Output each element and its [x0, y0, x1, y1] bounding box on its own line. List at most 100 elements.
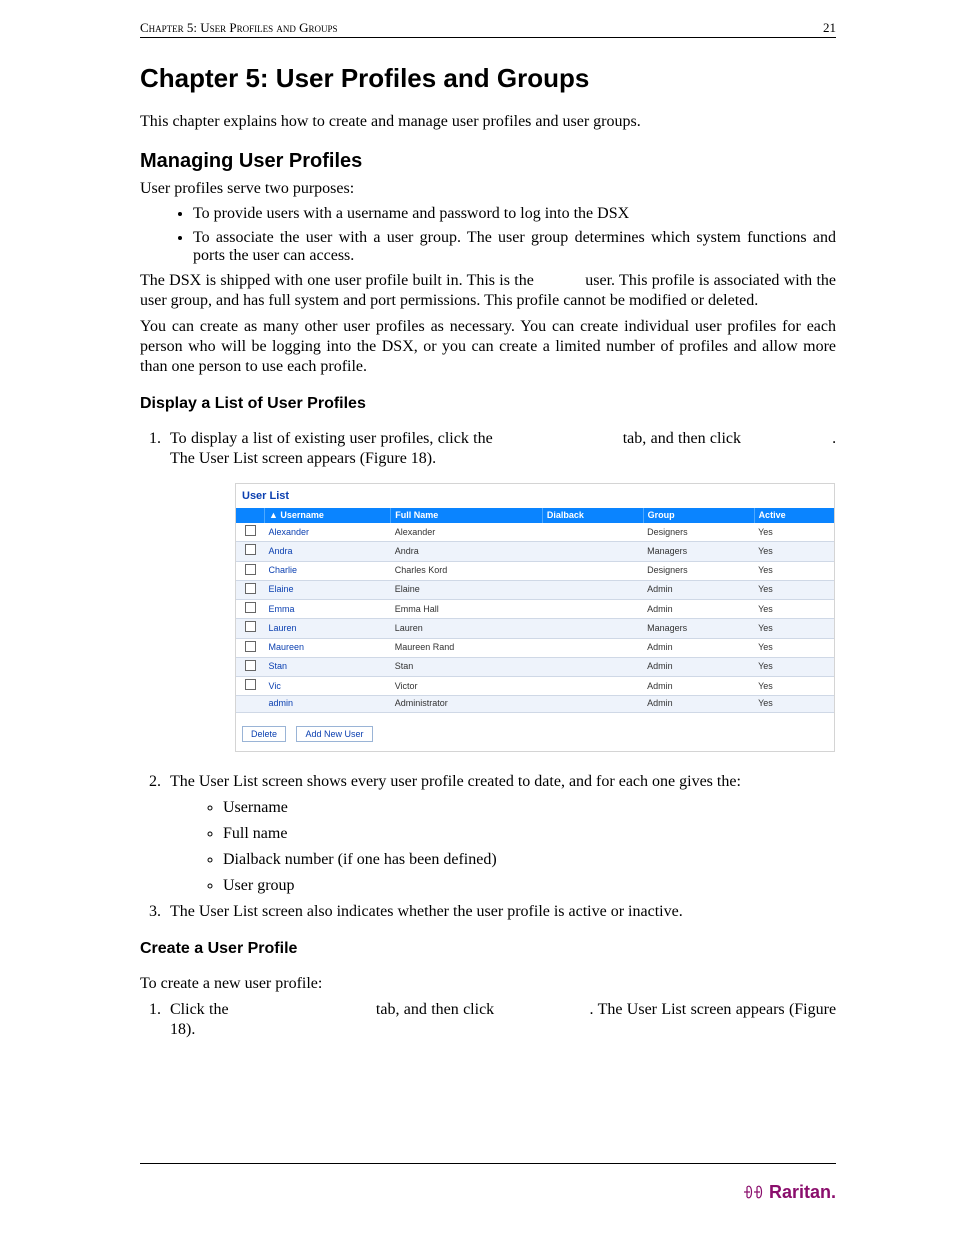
- step1-b: tab, and then click: [623, 430, 741, 447]
- row-dialback: [542, 580, 643, 599]
- row-checkbox-cell: [236, 657, 265, 676]
- delete-button[interactable]: Delete: [242, 726, 286, 742]
- row-dialback: [542, 677, 643, 696]
- row-fullname: Elaine: [391, 580, 543, 599]
- row-checkbox[interactable]: [245, 525, 256, 536]
- row-checkbox-cell: [236, 561, 265, 580]
- col-username[interactable]: ▲ Username: [265, 508, 391, 523]
- row-active: Yes: [754, 600, 834, 619]
- row-checkbox[interactable]: [245, 583, 256, 594]
- section-managing-p3: You can create as many other user profil…: [140, 317, 836, 377]
- section-managing-p2: The DSX is shipped with one user profile…: [140, 271, 836, 311]
- section-managing-title: Managing User Profiles: [140, 150, 836, 173]
- row-checkbox-cell: [236, 523, 265, 542]
- row-fullname: Emma Hall: [391, 600, 543, 619]
- row-checkbox[interactable]: [245, 621, 256, 632]
- row-dialback: [542, 523, 643, 542]
- row-active: Yes: [754, 523, 834, 542]
- row-username[interactable]: Elaine: [265, 580, 391, 599]
- row-fullname: Lauren: [391, 619, 543, 638]
- row-username[interactable]: Stan: [265, 657, 391, 676]
- row-group: Managers: [643, 619, 754, 638]
- userlist-title: User List: [236, 484, 834, 508]
- row-active: Yes: [754, 696, 834, 712]
- row-checkbox-cell: [236, 619, 265, 638]
- create-steps: Click the tab, and then click . The User…: [145, 1000, 836, 1040]
- row-active: Yes: [754, 677, 834, 696]
- row-checkbox[interactable]: [245, 641, 256, 652]
- table-row: LaurenLaurenManagersYes: [236, 619, 834, 638]
- row-checkbox[interactable]: [245, 544, 256, 555]
- row-active: Yes: [754, 542, 834, 561]
- row-dialback: [542, 600, 643, 619]
- cstep1-a: Click the: [170, 1001, 229, 1018]
- row-username[interactable]: Lauren: [265, 619, 391, 638]
- display-step-2: The User List screen shows every user pr…: [165, 772, 836, 896]
- row-username[interactable]: Emma: [265, 600, 391, 619]
- display-step-1: To display a list of existing user profi…: [165, 429, 836, 752]
- row-username[interactable]: Maureen: [265, 638, 391, 657]
- row-checkbox-cell: [236, 600, 265, 619]
- section-managing-intro: User profiles serve two purposes:: [140, 179, 836, 199]
- add-new-user-button[interactable]: Add New User: [296, 726, 372, 742]
- table-row: AndraAndraManagersYes: [236, 542, 834, 561]
- create-intro: To create a new user profile:: [140, 974, 836, 994]
- row-checkbox-cell: [236, 677, 265, 696]
- row-fullname: Victor: [391, 677, 543, 696]
- col-group[interactable]: Group: [643, 508, 754, 523]
- row-checkbox[interactable]: [245, 660, 256, 671]
- row-dialback: [542, 561, 643, 580]
- row-checkbox-cell: [236, 542, 265, 561]
- col-fullname[interactable]: Full Name: [391, 508, 543, 523]
- table-row: CharlieCharles Kord DesignersYes: [236, 561, 834, 580]
- userlist-table: ▲ Username Full Name Dialback Group Acti…: [236, 508, 834, 713]
- row-username[interactable]: Vic: [265, 677, 391, 696]
- table-row: AlexanderAlexanderDesignersYes: [236, 523, 834, 542]
- row-active: Yes: [754, 580, 834, 599]
- row-checkbox[interactable]: [245, 564, 256, 575]
- subsection-create-title: Create a User Profile: [140, 940, 836, 958]
- row-group: Designers: [643, 523, 754, 542]
- table-row: StanStanAdminYes: [236, 657, 834, 676]
- create-step-1: Click the tab, and then click . The User…: [165, 1000, 836, 1040]
- row-dialback: [542, 657, 643, 676]
- row-checkbox[interactable]: [245, 679, 256, 690]
- row-username[interactable]: Andra: [265, 542, 391, 561]
- row-fullname: Andra: [391, 542, 543, 561]
- row-group: Admin: [643, 657, 754, 676]
- sub-usergroup: User group: [223, 876, 836, 896]
- table-row: EmmaEmma Hall AdminYes: [236, 600, 834, 619]
- row-fullname: Maureen Rand: [391, 638, 543, 657]
- row-fullname: Charles Kord: [391, 561, 543, 580]
- purpose-2: To associate the user with a user group.…: [193, 229, 836, 265]
- col-dialback[interactable]: Dialback: [542, 508, 643, 523]
- row-checkbox[interactable]: [245, 602, 256, 613]
- table-row: ElaineElaine AdminYes: [236, 580, 834, 599]
- header-left: Chapter 5: User Profiles and Groups: [140, 20, 338, 36]
- page-footer: Raritan.: [140, 1163, 836, 1206]
- row-dialback: [542, 696, 643, 712]
- purpose-1: To provide users with a username and pas…: [193, 205, 836, 223]
- purposes-list: To provide users with a username and pas…: [175, 205, 836, 265]
- row-username[interactable]: Alexander: [265, 523, 391, 542]
- step1-a: To display a list of existing user profi…: [170, 430, 493, 447]
- userlist-panel: User List ▲ Username Full Name Dialback …: [235, 483, 835, 752]
- col-active[interactable]: Active: [754, 508, 834, 523]
- page-header: Chapter 5: User Profiles and Groups 21: [140, 20, 836, 38]
- row-dialback: [542, 542, 643, 561]
- row-group: Admin: [643, 600, 754, 619]
- subsection-display-title: Display a List of User Profiles: [140, 395, 836, 413]
- row-fullname: Administrator: [391, 696, 543, 712]
- row-group: Admin: [643, 677, 754, 696]
- row-active: Yes: [754, 561, 834, 580]
- display-step-3: The User List screen also indicates whet…: [165, 902, 836, 922]
- row-group: Admin: [643, 580, 754, 599]
- step2-intro: The User List screen shows every user pr…: [170, 773, 741, 790]
- sub-dialback: Dialback number (if one has been defined…: [223, 850, 836, 870]
- row-username[interactable]: Charlie: [265, 561, 391, 580]
- cstep1-b: tab, and then click: [376, 1001, 494, 1018]
- row-dialback: [542, 638, 643, 657]
- sub-fullname: Full name: [223, 824, 836, 844]
- row-username[interactable]: admin: [265, 696, 391, 712]
- row-group: Designers: [643, 561, 754, 580]
